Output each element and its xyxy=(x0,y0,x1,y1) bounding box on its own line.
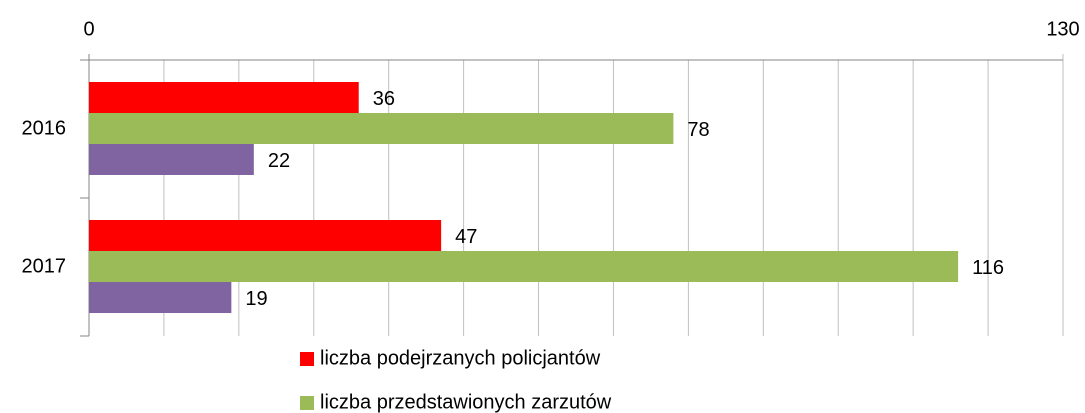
bar xyxy=(89,113,674,144)
data-label: 116 xyxy=(972,257,1004,279)
bar xyxy=(89,251,959,282)
y-tick-label: 2017 xyxy=(22,255,67,277)
data-label: 19 xyxy=(245,288,267,310)
bar xyxy=(89,282,232,313)
legend-label: liczba podejrzanych policjantów xyxy=(320,347,601,369)
data-label: 47 xyxy=(455,226,477,248)
x-tick-label: 130 xyxy=(1046,18,1079,40)
legend-swatch xyxy=(300,352,314,366)
y-tick-label: 2016 xyxy=(22,117,67,139)
data-label: 22 xyxy=(268,150,290,172)
bar xyxy=(89,144,254,175)
x-tick-label: 0 xyxy=(83,18,94,40)
data-label: 78 xyxy=(687,119,709,141)
legend-swatch xyxy=(300,396,314,410)
data-label: 36 xyxy=(373,88,395,110)
bar xyxy=(89,82,359,113)
bar xyxy=(89,220,442,251)
legend-label: liczba przedstawionych zarzutów xyxy=(320,391,612,413)
